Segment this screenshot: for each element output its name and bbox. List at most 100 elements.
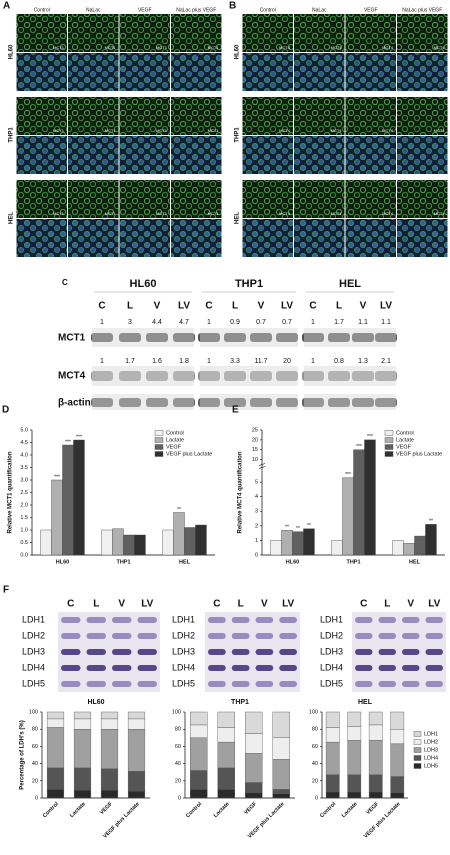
band-label: LDH4 xyxy=(172,662,195,672)
stain-label: MCT4 xyxy=(382,128,394,133)
micrograph xyxy=(294,53,345,91)
stain-label: MCT4 xyxy=(382,211,394,216)
stain-label: MCT4 xyxy=(434,211,446,216)
cell-line: HEL xyxy=(339,278,361,290)
band-label: LDH1 xyxy=(172,614,195,624)
legend-swatch xyxy=(154,437,164,443)
gel-band xyxy=(279,633,297,639)
blot-band xyxy=(302,398,324,407)
y-tick-label: 0.5 xyxy=(20,540,28,546)
bar-segment xyxy=(217,741,235,769)
axis-break xyxy=(258,463,266,469)
band-label: LDH2 xyxy=(320,630,343,640)
significance: ** xyxy=(307,523,311,529)
bar-segment xyxy=(100,711,119,720)
chart-title: HEL xyxy=(358,699,373,706)
x-tick-label: Control xyxy=(319,801,337,819)
row-label: HL60 xyxy=(9,44,15,59)
bar-segment xyxy=(46,727,65,769)
legend-label: Lactate xyxy=(396,437,414,443)
bar-segment xyxy=(217,789,235,799)
bar-segment xyxy=(368,791,383,799)
blot-band xyxy=(328,333,350,342)
micrograph xyxy=(397,136,448,174)
gel-band xyxy=(279,681,297,687)
stain-label: MCT4 xyxy=(434,45,446,50)
bar xyxy=(303,528,315,556)
y-tick-label: 25 xyxy=(252,427,258,433)
row-label: HL60 xyxy=(235,44,241,59)
micrograph xyxy=(397,14,448,52)
bar-segment xyxy=(272,793,290,799)
mct1-ratio: 3 xyxy=(128,319,132,326)
y-tick-label: 5.0 xyxy=(20,427,28,433)
blot-band xyxy=(328,371,350,381)
micrograph xyxy=(16,97,67,135)
micrograph xyxy=(119,219,170,257)
gel-band xyxy=(137,633,157,639)
y-tick-label: 100 xyxy=(309,709,318,715)
bar-segment xyxy=(272,711,290,738)
micrograph xyxy=(345,53,396,91)
gel-band xyxy=(279,665,297,671)
blot-band xyxy=(352,333,374,342)
significance: *** xyxy=(65,439,71,445)
bar-segment xyxy=(73,790,92,799)
mct1-ratio: 1.1 xyxy=(358,319,368,326)
x-tick-label: Lactate xyxy=(69,801,87,819)
panel-label: B xyxy=(229,1,236,12)
mct4-ratio: 1.3 xyxy=(358,358,368,365)
y-tick-label: 80 xyxy=(312,727,318,733)
bar xyxy=(331,540,343,556)
legend-swatch xyxy=(384,430,394,436)
legend-label: Lactate xyxy=(166,437,184,443)
micrograph xyxy=(242,219,293,257)
y-tick-label: 2.0 xyxy=(20,502,28,508)
y-tick-label: 10 xyxy=(252,457,258,463)
lane-label: C xyxy=(213,599,220,610)
blot-band xyxy=(173,398,195,407)
micrograph xyxy=(16,14,67,52)
y-tick-label: 1.5 xyxy=(20,515,28,521)
gel-band xyxy=(355,681,373,687)
stain-label: MCT4 xyxy=(382,45,394,50)
blot-strip xyxy=(200,394,298,410)
y-tick-label: 60 xyxy=(175,744,181,750)
blot-band xyxy=(328,398,350,407)
micrograph xyxy=(294,180,345,218)
micrograph xyxy=(119,53,170,91)
lane-label: L xyxy=(384,599,390,610)
micrograph xyxy=(171,219,222,257)
bar-segment xyxy=(245,782,263,794)
gel-band xyxy=(378,665,396,671)
micrograph xyxy=(345,219,396,257)
mct1-ratio: 1 xyxy=(311,319,315,326)
bar-segment xyxy=(390,729,405,745)
lane-label: V xyxy=(261,599,268,610)
legend-label: Control xyxy=(166,430,184,436)
y-tick-label: 4.0 xyxy=(20,452,28,458)
bar-segment xyxy=(73,767,92,791)
bar-segment xyxy=(127,790,146,799)
bar-segment xyxy=(390,743,405,777)
y-tick-label: 80 xyxy=(32,727,38,733)
bar-segment xyxy=(272,759,290,790)
cell-line: HL60 xyxy=(130,278,157,290)
y-tick-label: 1 xyxy=(255,538,258,544)
lane-label: LV xyxy=(380,301,392,312)
legend-swatch xyxy=(413,731,422,737)
blot-strip xyxy=(200,366,298,386)
bar-segment xyxy=(190,711,208,726)
blot-band xyxy=(352,371,374,381)
bar-segment xyxy=(390,776,405,794)
legend-label: VEGF plus Lactate xyxy=(166,451,212,457)
bar xyxy=(101,529,113,556)
bar-segment xyxy=(100,790,119,799)
band-label: LDH1 xyxy=(22,614,45,624)
micrograph xyxy=(294,136,345,174)
mct1-ratio: 0.7 xyxy=(282,319,292,326)
significance: ** xyxy=(296,526,300,532)
gel-band xyxy=(378,633,396,639)
band-label: LDH2 xyxy=(172,630,195,640)
blot-strip xyxy=(92,328,194,347)
